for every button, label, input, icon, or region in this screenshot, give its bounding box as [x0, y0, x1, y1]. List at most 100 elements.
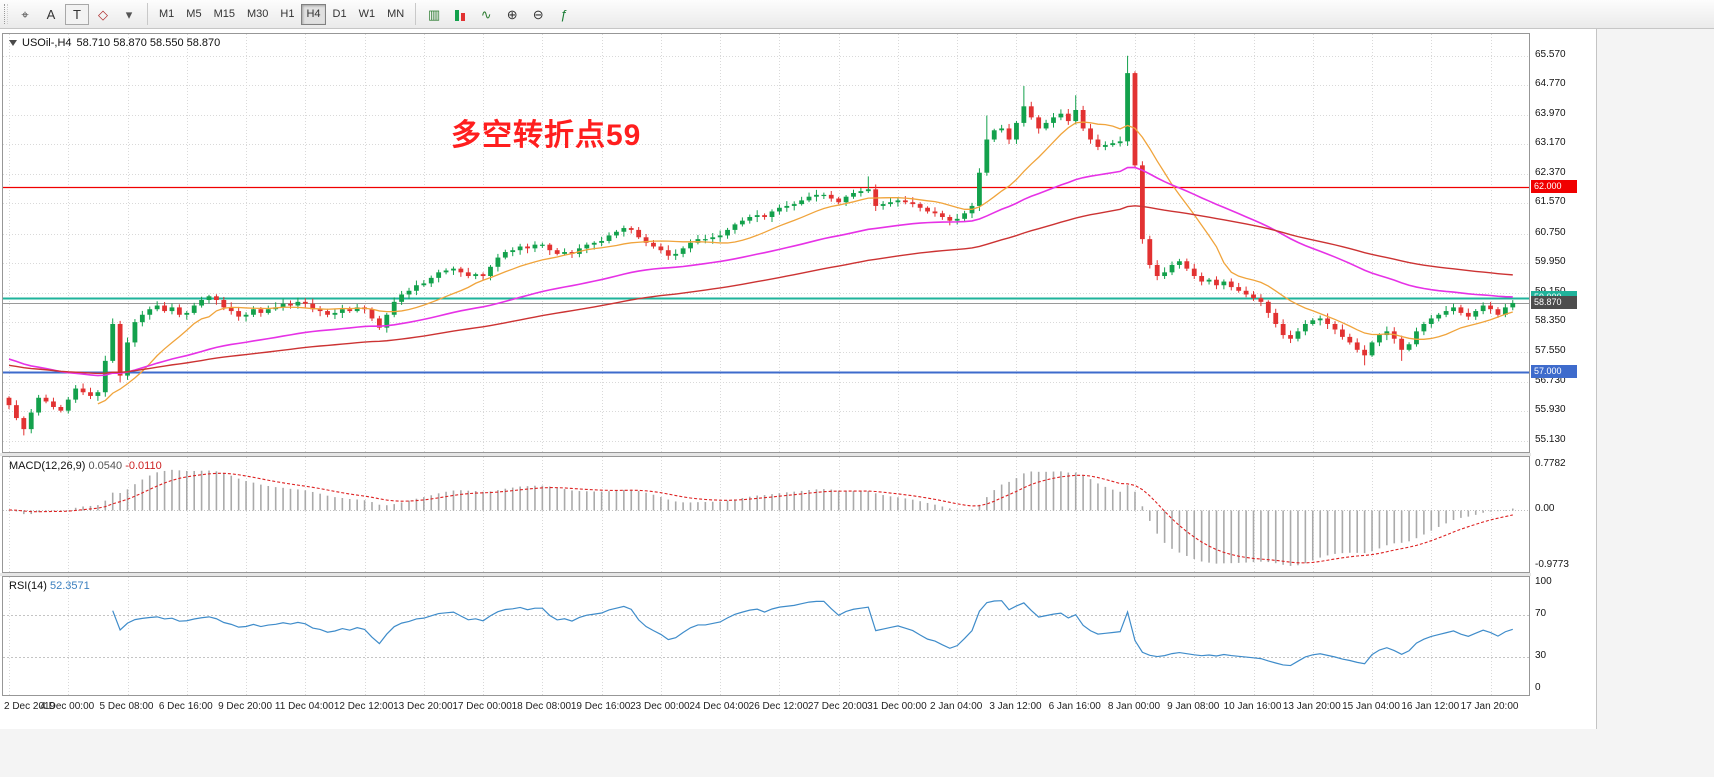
- macd-tick: 0.00: [1535, 502, 1555, 514]
- rsi-tick: 0: [1535, 682, 1541, 693]
- toolbar-grip[interactable]: [4, 4, 8, 24]
- time-tick: 31 Dec 00:00: [867, 701, 927, 712]
- time-tick: 13 Dec 20:00: [393, 701, 453, 712]
- time-tick: 6 Jan 16:00: [1048, 701, 1101, 712]
- indicators-icon[interactable]: ƒ: [552, 4, 576, 25]
- time-tick: 26 Dec 12:00: [748, 701, 809, 712]
- macd-signal-value: -0.0110: [125, 460, 162, 472]
- crosshair-icon: ⌖: [21, 6, 29, 22]
- price-tick: 60.750: [1535, 226, 1566, 238]
- timeframe-button-m1[interactable]: M1: [159, 8, 175, 20]
- level-price-badge: 62.000: [1531, 180, 1577, 194]
- symbol-label: USOil-,H4: [22, 37, 72, 49]
- timeframe-button-m30[interactable]: M30: [246, 8, 269, 20]
- price-tick: 62.370: [1535, 166, 1566, 178]
- macd-label-row: MACD(12,26,9) 0.0540 -0.0110: [9, 460, 162, 472]
- macd-canvas[interactable]: [3, 457, 1529, 572]
- timeframe-button-d1[interactable]: D1: [332, 8, 347, 20]
- zoom-in-icon: ⊕: [506, 6, 518, 22]
- time-tick: 18 Dec 08:00: [511, 701, 572, 712]
- toolbar-separator: [415, 3, 417, 25]
- time-tick: 19 Dec 16:00: [570, 701, 631, 712]
- crosshair-icon[interactable]: ⌖: [13, 4, 37, 25]
- top-toolbar: ⌖ A T ◇ ▾ M1 M5 M15 M30 H1 H4 D1 W1 MN ▥ ∿ ⊕ ⊖ ƒ: [0, 0, 1714, 29]
- zoom-out-icon[interactable]: ⊖: [526, 4, 550, 25]
- shapes-caret-icon[interactable]: ▾: [117, 4, 141, 25]
- time-tick: 16 Jan 12:00: [1401, 701, 1460, 712]
- shapes-tool-icon[interactable]: ◇: [91, 4, 115, 25]
- symbol-label-row: USOil-,H4 58.710 58.870 58.550 58.870: [9, 37, 220, 49]
- line-chart-icon: ∿: [480, 6, 492, 22]
- text-tool-icon: T: [73, 6, 81, 22]
- timeframe-button-w1[interactable]: W1: [358, 8, 376, 20]
- time-tick: 5 Dec 08:00: [99, 701, 154, 712]
- time-tick: 10 Jan 16:00: [1223, 701, 1282, 712]
- rsi-canvas[interactable]: [3, 577, 1529, 695]
- chart-tools-group: ▥ ∿ ⊕ ⊖ ƒ: [421, 4, 577, 25]
- shapes-caret-icon: ▾: [125, 6, 133, 22]
- time-tick: 17 Jan 20:00: [1460, 701, 1519, 712]
- price-tick: 55.930: [1535, 404, 1566, 416]
- chart-annotation-text[interactable]: 多空转折点59: [451, 119, 642, 152]
- chart-marker-icon: [9, 40, 17, 46]
- bar-chart-icon: ▥: [428, 6, 441, 22]
- rsi-panel[interactable]: RSI(14) 52.3571: [2, 576, 1530, 696]
- macd-panel[interactable]: MACD(12,26,9) 0.0540 -0.0110: [2, 456, 1530, 573]
- panel-divider[interactable]: [0, 573, 1595, 576]
- current-price-badge: 58.870: [1531, 295, 1577, 309]
- price-chart-canvas[interactable]: [3, 34, 1529, 452]
- text-tool-icon[interactable]: T: [65, 3, 89, 25]
- time-tick: 15 Jan 04:00: [1342, 701, 1400, 712]
- price-chart-panel[interactable]: USOil-,H4 58.710 58.870 58.550 58.870 多空…: [2, 33, 1530, 453]
- level-price-badge: 57.000: [1531, 364, 1577, 378]
- price-tick: 55.130: [1535, 433, 1566, 445]
- time-tick: 12 Dec 12:00: [333, 701, 394, 712]
- drawing-tools-group: ⌖ A T ◇ ▾: [12, 3, 142, 25]
- line-chart-icon[interactable]: ∿: [474, 4, 498, 25]
- time-tick: 27 Dec 20:00: [807, 701, 868, 712]
- timeframe-button-h4[interactable]: H4: [301, 3, 326, 25]
- timeframe-button-h1[interactable]: H1: [280, 8, 295, 20]
- shapes-tool-icon: ◇: [98, 6, 108, 22]
- indicators-icon: ƒ: [560, 6, 568, 22]
- candlestick-chart-icon[interactable]: [448, 4, 472, 25]
- time-tick: 24 Dec 04:00: [689, 701, 749, 712]
- rsi-label-row: RSI(14) 52.3571: [9, 580, 90, 592]
- timeframe-button-m15[interactable]: M15: [213, 8, 235, 20]
- bar-chart-icon[interactable]: ▥: [422, 4, 446, 25]
- timeframe-button-mn[interactable]: MN: [387, 8, 405, 20]
- text-label-icon: A: [46, 6, 56, 22]
- zoom-out-icon: ⊖: [532, 6, 544, 22]
- price-tick: 57.550: [1535, 344, 1566, 356]
- macd-label: MACD(12,26,9): [9, 460, 86, 472]
- price-tick: 63.970: [1535, 107, 1566, 119]
- ohlc-values: 58.710 58.870 58.550 58.870: [76, 37, 221, 49]
- timeframe-group: M1 M5 M15 M30 H1 H4 D1 W1 MN: [153, 3, 410, 25]
- zoom-in-icon[interactable]: ⊕: [500, 4, 524, 25]
- toolbar-separator: [147, 3, 148, 25]
- macd-tick: -0.9773: [1535, 559, 1569, 571]
- time-tick: 8 Jan 00:00: [1107, 701, 1161, 712]
- time-axis[interactable]: 2 Dec 2019 4 Dec 00:00 5 Dec 08:00 6 Dec 16…: [2, 697, 1596, 721]
- price-tick: 65.570: [1535, 48, 1566, 60]
- price-tick: 59.950: [1535, 256, 1566, 268]
- rsi-tick: 100: [1535, 576, 1552, 587]
- time-tick: 2 Dec 2019: [4, 701, 56, 712]
- price-axis[interactable]: 65.570 64.770 63.970 63.170 62.370 61.570 60.7…: [1531, 33, 1596, 696]
- price-tick: 61.570: [1535, 196, 1566, 208]
- price-tick: 59.150: [1535, 286, 1566, 297]
- time-tick: 11 Dec 04:00: [274, 701, 334, 712]
- price-tick: 63.170: [1535, 137, 1566, 149]
- text-label-icon[interactable]: A: [39, 4, 63, 25]
- time-tick: 4 Dec 00:00: [40, 701, 95, 712]
- rsi-tick: 70: [1535, 607, 1547, 619]
- macd-main-value: 0.0540: [88, 460, 123, 472]
- price-tick: 58.350: [1535, 315, 1566, 327]
- timeframe-button-m5[interactable]: M5: [186, 8, 202, 20]
- macd-tick: 0.7782: [1535, 458, 1566, 470]
- rsi-label: RSI(14): [9, 580, 47, 592]
- time-tick: 17 Dec 00:00: [452, 701, 512, 712]
- time-tick: 9 Dec 20:00: [218, 701, 273, 712]
- panel-divider[interactable]: [0, 453, 1595, 456]
- time-tick: 9 Jan 08:00: [1167, 701, 1220, 712]
